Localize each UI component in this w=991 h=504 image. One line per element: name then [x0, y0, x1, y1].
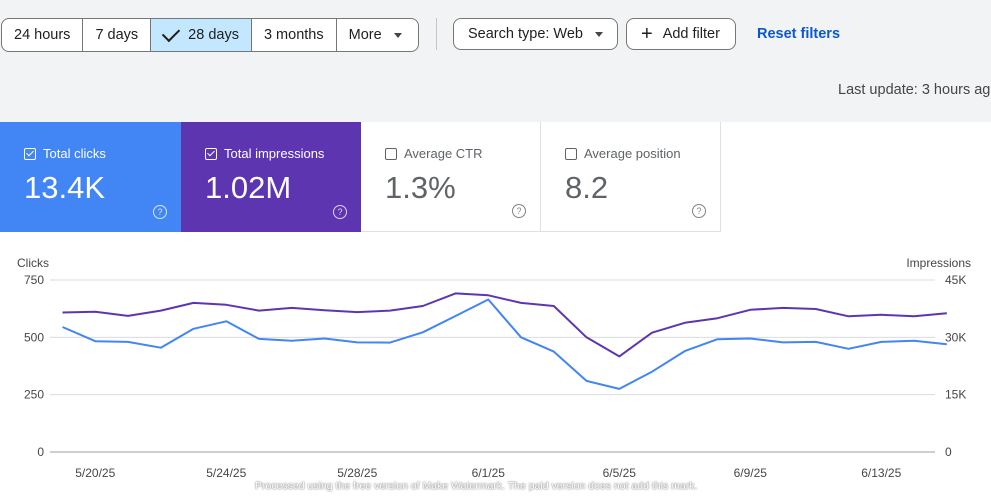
- range-7-days[interactable]: 7 days: [83, 19, 152, 51]
- right-axis-label: Impressions: [906, 256, 971, 270]
- chevron-down-icon: [393, 32, 402, 38]
- performance-chart: 750 45K 500 30K 250 15K 0 0 Clicks Impressions 5/2…: [17, 256, 971, 480]
- left-axis-label: Clicks: [17, 256, 49, 270]
- x-axis-tick-label: 6/5/25: [603, 466, 637, 480]
- range-3-months[interactable]: 3 months: [252, 19, 337, 51]
- x-axis-tick-label: 5/20/25: [75, 466, 115, 480]
- range-24-hours[interactable]: 24 hours: [2, 19, 84, 51]
- checkbox-icon[interactable]: [24, 147, 36, 160]
- reset-filters-button[interactable]: Reset filters: [757, 26, 841, 42]
- range-more-dropdown[interactable]: More: [337, 19, 418, 51]
- x-axis-tick-label: 5/28/25: [337, 466, 377, 480]
- metric-value: 13.4K: [24, 170, 106, 205]
- help-icon[interactable]: ?: [512, 204, 526, 218]
- right-axis-tick-label: 15K: [945, 388, 966, 402]
- checkbox-icon[interactable]: [385, 147, 397, 160]
- metric-card-position[interactable]: Average position 8.2 ?: [541, 122, 721, 232]
- toolbar-divider: [436, 18, 437, 50]
- chevron-down-icon: [595, 31, 603, 37]
- metric-label: Average CTR: [404, 146, 483, 161]
- right-axis-tick-label: 30K: [945, 330, 966, 344]
- x-axis-tick-label: 6/13/25: [861, 466, 901, 480]
- metric-card-clicks[interactable]: Total clicks 13.4K ?: [0, 122, 181, 232]
- checkbox-icon[interactable]: [205, 147, 217, 160]
- help-icon[interactable]: ?: [153, 205, 167, 219]
- date-range-selector: 24 hours 7 days 28 days 3 months More: [1, 18, 419, 52]
- add-filter-button[interactable]: + Add filter: [626, 18, 736, 50]
- checkbox-icon[interactable]: [565, 147, 577, 160]
- series-line-clicks: [62, 298, 947, 390]
- left-axis-tick-label: 250: [24, 388, 44, 402]
- left-axis-tick-label: 0: [37, 445, 44, 459]
- plus-icon: +: [641, 23, 653, 45]
- metric-label: Average position: [584, 146, 681, 161]
- help-icon[interactable]: ?: [692, 204, 706, 218]
- search-type-dropdown[interactable]: Search type: Web: [453, 18, 618, 50]
- metric-label: Total clicks: [43, 146, 106, 161]
- left-axis-tick-label: 500: [24, 330, 44, 344]
- help-icon[interactable]: ?: [333, 205, 347, 219]
- last-update-text: Last update: 3 hours ago: [838, 82, 991, 98]
- right-axis-tick-label: 0: [945, 445, 952, 459]
- performance-panel: Total clicks 13.4K ? Total impressions 1…: [0, 122, 991, 504]
- x-axis-tick-label: 6/9/25: [734, 466, 768, 480]
- metric-label: Total impressions: [224, 146, 325, 161]
- metric-card-ctr[interactable]: Average CTR 1.3% ?: [361, 122, 541, 232]
- check-icon: [161, 23, 181, 43]
- right-axis-tick-label: 45K: [945, 273, 966, 287]
- filter-toolbar: 24 hours 7 days 28 days 3 months More Se…: [0, 0, 991, 70]
- range-28-days[interactable]: 28 days: [151, 19, 252, 51]
- series-line-impressions: [62, 292, 947, 358]
- watermark-note: Processed using the free version of Make…: [255, 480, 698, 492]
- x-axis-tick-label: 5/24/25: [206, 466, 246, 480]
- left-axis-tick-label: 750: [24, 273, 44, 287]
- metric-card-impressions[interactable]: Total impressions 1.02M ?: [181, 122, 361, 232]
- metric-value: 1.3%: [385, 170, 456, 205]
- metric-value: 8.2: [565, 170, 609, 205]
- metric-value: 1.02M: [205, 170, 292, 205]
- x-axis-tick-label: 6/1/25: [472, 466, 506, 480]
